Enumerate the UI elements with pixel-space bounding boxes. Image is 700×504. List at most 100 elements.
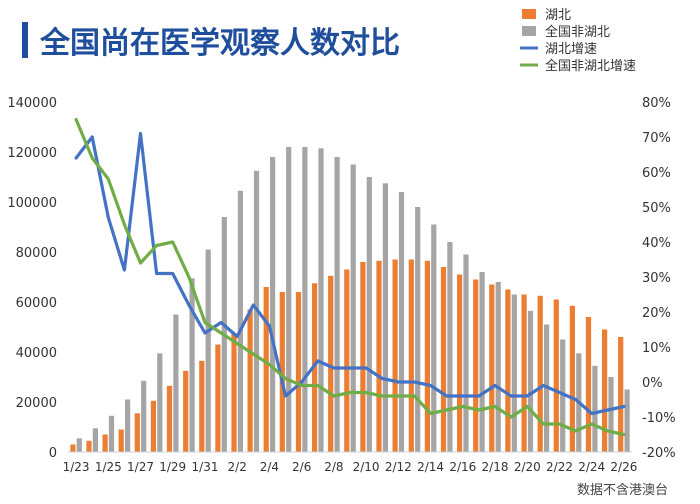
bar-hubei-6 xyxy=(166,385,173,453)
bar-hubei-0 xyxy=(70,444,76,452)
bar-hubei-19 xyxy=(376,260,382,453)
bar-non-hubei-13 xyxy=(286,147,292,452)
bar-hubei-11 xyxy=(247,309,253,452)
bars-group xyxy=(70,147,630,453)
bar-hubei-3 xyxy=(118,429,124,452)
bar-non-hubei-2 xyxy=(108,415,115,453)
bar-hubei-22 xyxy=(424,260,430,453)
bar-hubei-30 xyxy=(553,299,559,452)
bar-hubei-13 xyxy=(279,292,285,452)
bar-non-hubei-0 xyxy=(76,438,82,453)
source-note: 数据不含港澳台 xyxy=(577,482,668,498)
bar-non-hubei-23 xyxy=(447,242,453,452)
legend-item-label: 全国非湖北 xyxy=(545,24,610,40)
bar-non-hubei-17 xyxy=(350,164,356,452)
y-right-tick-label: 10% xyxy=(642,341,671,356)
x-tick-label: 2/10 xyxy=(353,460,380,474)
x-tick-label: 2/14 xyxy=(417,460,444,474)
y-right-tick-label: 30% xyxy=(642,271,671,286)
x-tick-label: 1/29 xyxy=(159,460,186,474)
x-tick-label: 2/26 xyxy=(610,460,637,474)
bar-non-hubei-25 xyxy=(479,272,485,452)
bar-non-hubei-21 xyxy=(415,207,421,452)
x-tick-label: 1/23 xyxy=(63,460,90,474)
bar-non-hubei-12 xyxy=(270,157,276,452)
bar-hubei-32 xyxy=(585,317,592,452)
bar-hubei-17 xyxy=(344,269,350,452)
y-right-tick-label: 0% xyxy=(642,376,663,391)
bar-hubei-33 xyxy=(602,329,608,452)
line-non-hubei-growth xyxy=(74,117,626,437)
bar-non-hubei-6 xyxy=(173,314,179,452)
y-right-tick-label: -20% xyxy=(642,446,676,461)
bar-hubei-21 xyxy=(408,259,414,452)
y-right-tick-label: -10% xyxy=(642,411,676,426)
x-tick-label: 2/24 xyxy=(578,460,605,474)
bar-hubei-27 xyxy=(505,289,511,452)
bar-non-hubei-28 xyxy=(527,310,534,453)
bar-non-hubei-7 xyxy=(189,278,195,453)
axes-group: 0 20000 40000 60000 80000 100000 120000 140000 -… xyxy=(7,96,675,474)
bar-hubei-8 xyxy=(199,360,205,453)
x-tick-label: 1/27 xyxy=(127,460,154,474)
legend-item-label: 湖北增速 xyxy=(545,42,597,57)
bar-hubei-25 xyxy=(473,279,479,452)
bar-hubei-20 xyxy=(392,259,398,452)
bar-non-hubei-1 xyxy=(92,428,98,453)
bar-hubei-34 xyxy=(618,337,624,452)
chart-title: 全国尚在医学观察人数对比 xyxy=(39,26,400,61)
y-left-tick-label: 0 xyxy=(49,446,57,461)
bar-non-hubei-10 xyxy=(237,190,243,453)
bar-non-hubei-15 xyxy=(318,148,324,453)
x-tick-label: 2/8 xyxy=(324,460,343,474)
bar-hubei-23 xyxy=(440,267,447,452)
x-tick-label: 1/25 xyxy=(95,460,122,474)
y-left-tick-label: 140000 xyxy=(7,96,57,111)
y-right-tick-label: 50% xyxy=(642,201,671,216)
legend-swatch-bar xyxy=(522,9,536,19)
y-left-tick-label: 60000 xyxy=(16,296,57,311)
x-tick-label: 2/22 xyxy=(546,460,573,474)
bar-hubei-24 xyxy=(457,274,463,452)
bar-non-hubei-20 xyxy=(398,192,405,452)
y-right-tick-label: 60% xyxy=(642,166,671,181)
bar-non-hubei-4 xyxy=(141,380,147,453)
bar-non-hubei-32 xyxy=(592,365,598,453)
x-tick-label: 1/31 xyxy=(192,460,219,474)
x-tick-label: 2/12 xyxy=(385,460,412,474)
bar-hubei-31 xyxy=(569,305,575,453)
bar-non-hubei-30 xyxy=(560,339,566,452)
bar-non-hubei-3 xyxy=(125,399,131,452)
bar-hubei-26 xyxy=(489,284,495,452)
bar-non-hubei-33 xyxy=(608,377,614,452)
y-left-tick-label: 100000 xyxy=(7,196,57,211)
bar-non-hubei-19 xyxy=(382,183,388,453)
bar-hubei-29 xyxy=(537,295,543,453)
bar-hubei-12 xyxy=(263,287,269,452)
x-tick-label: 2/20 xyxy=(514,460,541,474)
bar-non-hubei-34 xyxy=(624,389,630,452)
bar-non-hubei-24 xyxy=(463,254,469,452)
x-tick-label: 2/6 xyxy=(292,460,311,474)
y-left-tick-label: 80000 xyxy=(16,246,57,261)
title-accent-bar xyxy=(22,22,28,58)
bar-non-hubei-14 xyxy=(302,147,308,452)
y-left-tick-label: 20000 xyxy=(16,396,57,411)
x-tick-label: 2/16 xyxy=(449,460,476,474)
bar-hubei-4 xyxy=(134,413,140,453)
y-right-tick-label: 70% xyxy=(642,131,671,146)
y-right-tick-label: 40% xyxy=(642,236,671,251)
x-tick-label: 2/18 xyxy=(482,460,509,474)
bar-non-hubei-5 xyxy=(157,353,163,453)
line-hubei-growth xyxy=(74,131,626,416)
bar-non-hubei-18 xyxy=(366,177,372,452)
bar-non-hubei-22 xyxy=(431,224,437,452)
bar-non-hubei-26 xyxy=(495,282,501,452)
lines-group xyxy=(74,117,626,437)
y-right-tick-label: 80% xyxy=(642,96,671,111)
x-tick-label: 2/4 xyxy=(260,460,279,474)
x-tick-label: 2/2 xyxy=(228,460,247,474)
